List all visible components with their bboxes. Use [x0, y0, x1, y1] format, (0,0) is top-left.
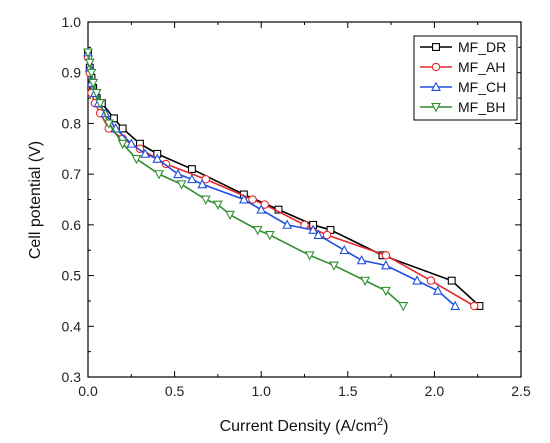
x-tick-label: 2.0	[425, 383, 445, 399]
series-mf-bh	[83, 48, 409, 312]
data-point-mf-ch	[432, 285, 443, 295]
data-point-mf-ah	[322, 230, 332, 240]
series-layer	[83, 47, 484, 312]
data-point-mf-ch	[140, 148, 151, 158]
data-point-mf-bh	[117, 139, 128, 150]
legend-label: MF_CH	[458, 79, 506, 95]
data-point-mf-ch	[187, 173, 197, 184]
x-tick-label: 0.0	[78, 383, 98, 399]
data-point-mf-ch	[412, 275, 422, 285]
data-point-mf-bh	[252, 225, 263, 236]
legend-item-mf-bh: MF_BH	[420, 99, 505, 115]
data-point-mf-ah	[260, 200, 269, 209]
legend: MF_DR MF_AH MF_CH MF_BH	[413, 35, 518, 121]
y-tick-label: 0.8	[62, 115, 82, 131]
data-point-mf-ah	[469, 301, 479, 311]
data-point-mf-ch	[152, 153, 163, 163]
legend-item-mf-ch: MF_CH	[420, 79, 506, 95]
data-point-mf-bh	[88, 78, 99, 89]
data-point-mf-dr	[110, 114, 118, 123]
legend-label: MF_AH	[458, 59, 505, 75]
y-tick-label: 0.4	[62, 318, 82, 334]
data-point-mf-bh	[200, 195, 211, 205]
legend-item-mf-ah: MF_AH	[420, 59, 505, 75]
data-point-mf-bh	[86, 68, 97, 79]
y-tick-label: 0.5	[62, 268, 82, 284]
y-tick-label: 0.9	[62, 65, 82, 81]
data-point-mf-ch	[339, 244, 350, 255]
y-axis-title: Cell potential (V)	[27, 141, 44, 259]
data-point-mf-bh	[380, 286, 391, 297]
y-tick-label: 0.7	[62, 166, 82, 182]
legend-marker	[431, 62, 441, 72]
data-point-mf-ah	[248, 195, 257, 204]
data-point-mf-ch	[173, 168, 183, 179]
data-point-mf-ah	[426, 276, 436, 285]
data-point-mf-ch	[313, 229, 324, 239]
x-tick-label: 2.5	[511, 383, 531, 399]
data-point-mf-bh	[398, 302, 409, 312]
x-axis-title: Current Density (A/cm2)	[220, 416, 389, 435]
x-tick-label: 0.5	[165, 383, 185, 399]
axis-ticks: 0.0 0.5 1.0 1.5 2.0 2.5 0.3 0.4 0.5 0.6 0.7 0.8 0.9 1…	[62, 14, 531, 399]
data-point-mf-bh	[103, 119, 114, 129]
legend-marker	[431, 103, 441, 113]
data-point-mf-ch	[238, 194, 249, 204]
data-point-mf-bh	[329, 261, 339, 271]
data-point-mf-bh	[360, 276, 371, 287]
legend-item-mf-dr: MF_DR	[420, 39, 506, 55]
data-point-mf-bh	[131, 154, 142, 165]
data-point-mf-ch	[197, 178, 208, 189]
data-point-mf-ah	[201, 174, 211, 184]
data-point-mf-dr	[118, 124, 127, 133]
legend-label: MF_DR	[458, 39, 506, 55]
data-point-mf-ch	[450, 300, 461, 310]
data-point-mf-ch	[356, 254, 367, 265]
y-tick-label: 1.0	[62, 14, 82, 30]
x-tick-label: 1.0	[251, 383, 271, 399]
data-point-mf-bh	[225, 210, 235, 221]
data-point-mf-bh	[91, 89, 102, 99]
x-tick-label: 1.5	[338, 383, 358, 399]
data-point-mf-bh	[83, 48, 93, 58]
data-point-mf-dr	[447, 276, 456, 285]
data-point-mf-ch	[308, 224, 319, 234]
data-point-mf-bh	[304, 251, 315, 261]
data-point-mf-bh	[154, 170, 164, 180]
data-point-mf-bh	[212, 200, 223, 210]
data-point-mf-ah	[381, 251, 391, 260]
legend-label: MF_BH	[458, 99, 505, 115]
legend-marker	[431, 81, 441, 91]
y-tick-label: 0.3	[62, 369, 82, 385]
data-point-mf-bh	[264, 231, 275, 241]
data-point-mf-ch	[282, 219, 293, 229]
data-point-mf-dr	[187, 165, 196, 174]
data-point-mf-bh	[95, 99, 106, 109]
y-tick-label: 0.6	[62, 217, 82, 233]
data-point-mf-ch	[380, 260, 391, 270]
data-point-mf-bh	[176, 180, 187, 190]
data-point-mf-ch	[126, 138, 137, 148]
legend-box	[413, 35, 518, 121]
data-point-mf-bh	[84, 58, 95, 68]
legend-marker	[432, 43, 440, 51]
data-point-mf-ch	[256, 204, 267, 214]
